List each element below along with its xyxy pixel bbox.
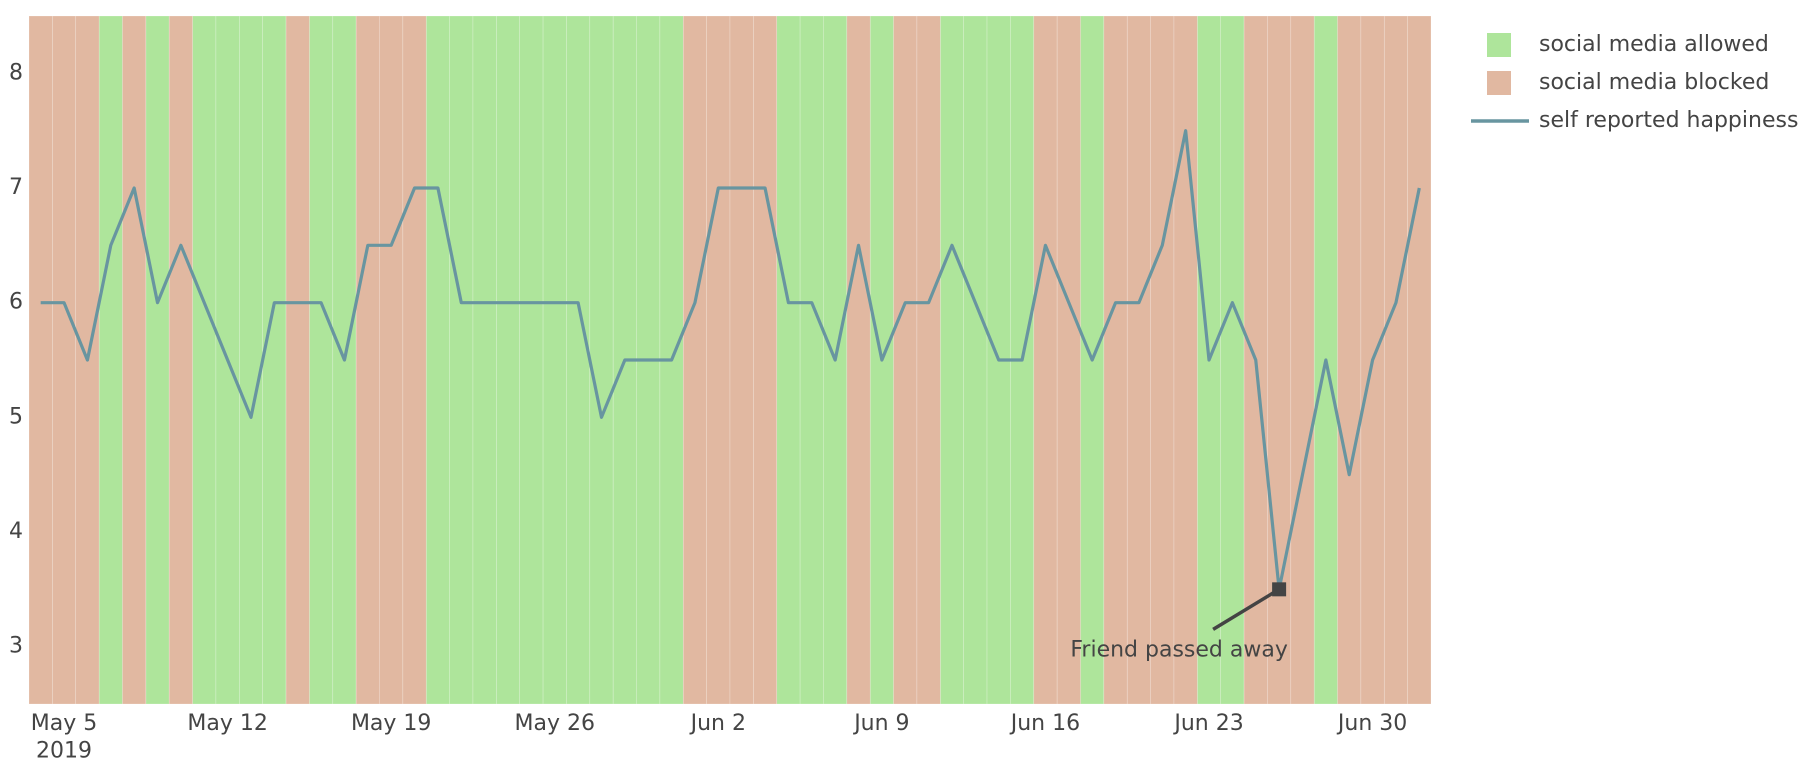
x-tick-label: Jun 2 [689,711,746,736]
x-tick-label: Jun 16 [1009,711,1080,736]
legend-swatch [1487,71,1511,95]
legend-label: social media blocked [1539,70,1769,95]
background-bar [519,15,544,705]
y-tick-label: 8 [9,60,23,85]
background-bar [285,15,310,705]
annotation-text: Friend passed away [1070,637,1288,662]
background-bar [449,15,474,705]
background-bar [916,15,941,705]
background-bar [846,15,871,705]
background-bar [1033,15,1058,705]
background-bar [1150,15,1175,705]
background-bar [939,15,964,705]
x-tick-label: May 26 [515,711,595,736]
x-tick-label: May 12 [187,711,267,736]
axis-layer: 3 4 5 6 7 8 May 5 2019 May 12 May 19 May 26 Jun 2 Ju… [9,60,1407,763]
background-bar [799,15,824,705]
background-bar [122,15,147,705]
y-tick-label: 3 [9,634,23,659]
background-bar [753,15,778,705]
background-bar [1056,15,1081,705]
background-bar [309,15,334,705]
background-bar [1220,15,1245,705]
background-bar [776,15,801,705]
background-bar [706,15,731,705]
x-tick-label: May 19 [351,711,431,736]
annotation-marker [1272,582,1287,597]
background-bar [192,15,217,705]
x-tick-label: Jun 9 [852,711,909,736]
background-bar [589,15,614,705]
background-bar [1383,15,1408,705]
background-bar [168,15,193,705]
y-tick-label: 4 [9,519,23,544]
background-bar [239,15,263,705]
background-bar [1126,15,1151,705]
background-bar [262,15,287,705]
background-bar [472,15,497,705]
y-tick-label: 6 [9,290,23,315]
background-bar [1173,15,1198,705]
y-tick-label: 7 [9,175,23,200]
background-bar [52,15,77,705]
background-bar [1290,15,1315,705]
background-bar [1337,15,1362,705]
background-bar [145,15,170,705]
background-bar [682,15,707,705]
background-bar [402,15,427,705]
bar-layer [28,15,1432,705]
background-bar [893,15,918,705]
background-bar [963,15,988,705]
background-bar [1407,15,1432,705]
x-tick-label: May 5 2019 [31,711,97,764]
background-bar [496,15,521,705]
line-layer [40,129,1421,591]
background-bar [1267,15,1292,705]
background-bar [566,15,591,705]
background-bar [98,15,123,705]
background-bar [542,15,567,705]
y-tick-label: 5 [9,404,23,429]
annotation-arrow [1212,587,1281,631]
background-bar [425,15,450,705]
legend-label: self reported happiness [1539,108,1798,133]
x-tick-label: Jun 30 [1336,711,1407,736]
line [40,129,1421,591]
x-tick-label: Jun 23 [1172,711,1243,736]
background-bar [1103,15,1128,705]
background-bar [379,15,404,705]
legend-swatch [1487,33,1511,57]
background-bar [355,15,380,705]
background-bar [729,15,754,705]
legend: social media allowed social media blocked… [1471,32,1798,133]
background-bar [28,15,53,705]
legend-label: social media allowed [1539,32,1769,57]
